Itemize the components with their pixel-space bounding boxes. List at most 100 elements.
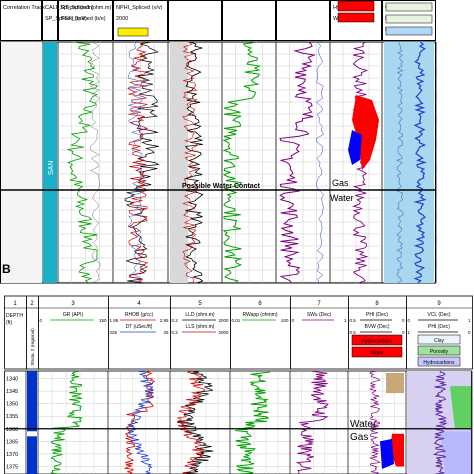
track-header-a-7 [276,0,330,41]
legend-water-label-b: Water [370,351,383,357]
legend-hydro-box-a [385,26,433,36]
header-label-a-4-1: NPHI_Spliced (v/v) [116,5,163,11]
sw-curve-b [295,370,329,474]
header-label-b-9-1: VCL (Dec) [427,312,450,318]
header-label-a-4-2: 2000 [116,16,128,22]
scale-min-b-5: 0.2 [172,330,179,335]
track-header-a-2 [42,0,58,41]
gr-curve-b [50,370,84,474]
legend-track9-box-b-3 [417,356,461,367]
legend-hydrocarbons-box-a [337,0,375,12]
scale-max-b-9: 1 [468,318,471,323]
scale-max-b-5: 2000 [218,318,229,323]
depth-label-b: 1370 [6,452,18,458]
scale-min-b-8: 0.5 [350,330,357,335]
lld-curve-b [177,370,214,474]
header-label-a-3-1: RT_Spliced (ohm.m) [61,5,111,11]
legend-water-box-a [337,12,375,23]
legend-hydrocarbons-box-b [351,334,403,346]
depth-label-b: 1375 [6,464,18,470]
dt-curve-b [127,370,155,474]
zone-label-a: SAN [48,161,55,175]
vcl-curve-b [432,370,448,474]
hc-litho-fill-b [440,431,471,474]
scale-min-b-4: 225 [110,330,118,335]
bvw-curve-b [368,370,381,474]
header-label-b-4-2: DT (uSec/ft) [126,324,153,330]
header-label-a-2-1: CALI_Spliced (in/in) [45,5,94,11]
column-number-b-6: 6 [258,301,262,307]
column-number-b-9: 9 [437,301,441,307]
rhob-curve-b [123,370,156,474]
header-label-b-9-2: PHI (Dec) [428,324,450,330]
scale-max-b-8: 0 [402,330,405,335]
legend-track9-label-b-1: Clay [434,338,445,344]
header-label-b-8-2: BVW (Dec) [365,324,390,330]
legend-nd-box-a [117,27,149,37]
depth-label-b: 1355 [6,414,18,420]
scale-min-b-9: 0 [408,318,411,323]
depth-label-b: 1350 [6,402,18,408]
legend-hydrocarbons-label-b: Hydrocarbons [361,339,393,345]
litho-curve2-a [396,41,404,284]
water-fill-a [348,130,362,165]
header-label-b-5-1: LLD (ohm.m) [185,312,215,318]
rwa-curve-a [222,41,262,284]
legend-track9-box-b-2 [417,345,461,356]
track-header-a-6 [222,0,276,41]
annotation-gas-b: Gas [350,432,368,443]
annotation-gas-a: Gas [332,178,349,188]
water-fill-b [380,438,394,469]
strata-bar-b [27,371,37,432]
pef-curve-a [127,41,144,284]
shade-nd-a [170,42,188,283]
hydrocarbon-fill-a [352,95,379,170]
rhob-curve-a [182,41,198,284]
scale-max-b-3: 150 [99,318,107,323]
header-label-b-6-1: RWapp (ohmm) [242,312,277,318]
bvw-curve-a [351,41,369,284]
header-label-a-1-1: Correlation Track [3,5,45,11]
correlation-track-a [1,42,42,283]
scale-max-b-4: 2.95 [160,318,169,323]
column-number-b-8: 8 [375,301,379,307]
nphi-curve-a [184,41,204,284]
lls-curve-b [177,370,205,474]
header-label-b-8-1: PHI (Dec) [366,312,388,318]
well-log-chart-a: Correlation Track CALI_Spliced (in/in) SP_… [0,0,437,284]
scale-max-b-5: 2000 [218,330,229,335]
porosity-fill-b [450,386,471,429]
rxo-curve-a [127,41,149,284]
scale-min-b-9: 1 [408,330,411,335]
header-label-b-7-1: SWu (Dec) [307,312,332,318]
litho-curve-a [413,41,427,284]
column-number-b-3: 3 [71,301,75,307]
scale-min-b-5: 0.2 [172,318,179,323]
annotation-water-a: Water [330,193,354,203]
scale-min-b-3: 0 [40,318,43,323]
column-number-b-7: 7 [317,301,321,307]
scale-max-b-4: 25 [163,330,169,335]
depth-label-b: 1360 [6,427,18,433]
scale-max-b-8: 0 [402,318,405,323]
scale-max-b-9: 0 [468,330,471,335]
log-panel-b: 1 2 3 4 5 6 7 8 9 DEPTH (ft) Strata. 2 (regional) GR… [0,287,474,474]
legend-clay-box-a [385,2,433,12]
well-log-chart-b: 1 2 3 4 5 6 7 8 9 DEPTH(ft) Strata. 2 (regional) GR… [4,295,473,474]
scale-min-b-6: 0.01 [232,318,241,323]
depth-label-b: 1365 [6,439,18,445]
scale-min-b-4: 1.95 [110,318,119,323]
scale-max-b-6: 100 [281,318,289,323]
track-header-a-3 [58,0,113,41]
sw-curve-a [279,41,317,284]
legend-track9-box-b-1 [417,334,461,345]
tight-zone-b [386,373,404,394]
header-label-b-2: Strata. 2 (regional) [30,328,35,366]
scale-min-b-7: 0 [292,318,295,323]
header-label-b-1-1: DEPTH [6,313,23,319]
depth-label-b: 1340 [6,377,18,383]
log-panel-a: Correlation Track CALI_Spliced (in/in) SP_… [0,0,437,284]
annotation-contact-a: Possible Water Contact [182,183,261,190]
header-label-b-1-2: (ft) [6,320,12,326]
legend-water-box-b [351,346,403,358]
